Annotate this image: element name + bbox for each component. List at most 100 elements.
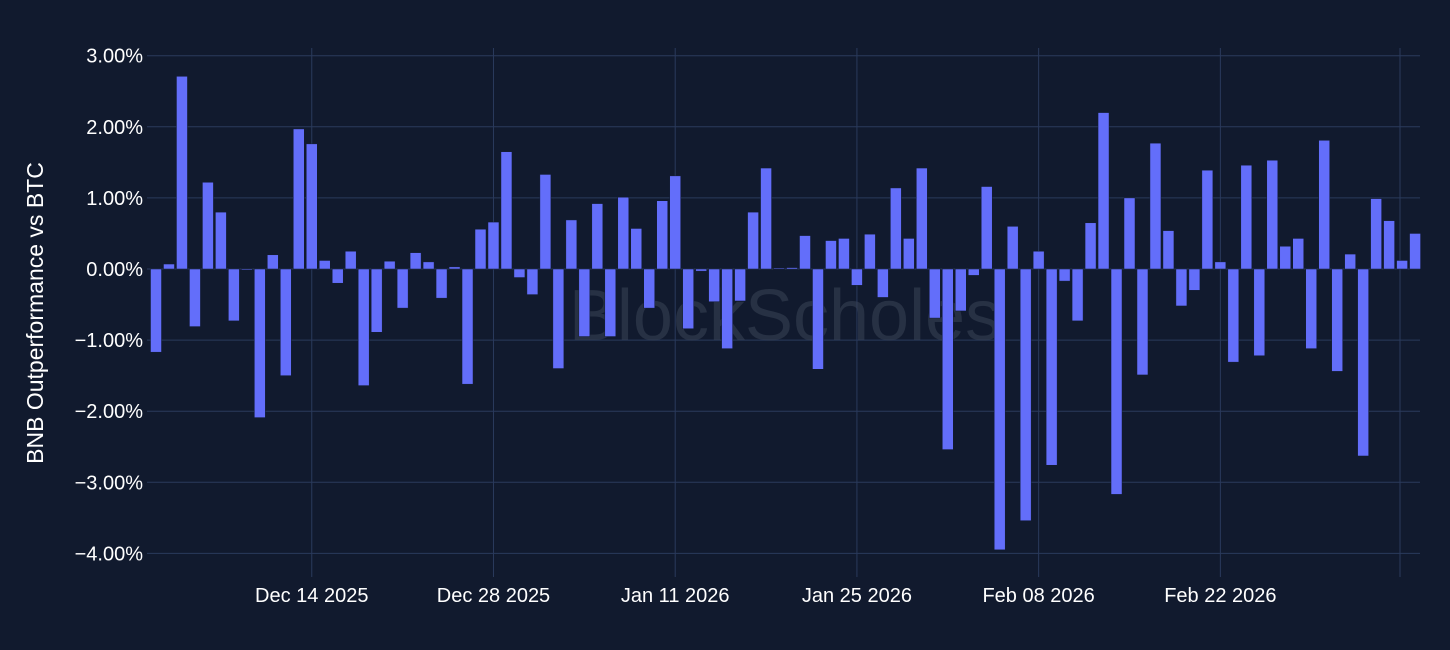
bar	[280, 268, 292, 376]
bar	[1110, 268, 1123, 495]
bar	[825, 240, 837, 270]
bar	[1045, 268, 1058, 466]
bar	[306, 143, 318, 270]
bar	[396, 268, 409, 309]
bar	[1292, 238, 1304, 270]
y-tick-label: 0.00%	[86, 259, 143, 281]
bar	[422, 261, 435, 270]
bar	[1409, 233, 1421, 270]
x-tick-label: Feb 22 2026	[1164, 585, 1276, 607]
bar	[461, 268, 474, 385]
bar	[552, 268, 565, 369]
bar	[890, 187, 902, 270]
y-tick-label: −2.00%	[75, 401, 144, 423]
bar	[1149, 142, 1162, 270]
bar	[578, 268, 591, 337]
bar	[812, 268, 824, 370]
bar	[318, 260, 331, 270]
bar	[708, 268, 720, 302]
bar	[1318, 140, 1330, 270]
bar	[1201, 169, 1214, 270]
bar	[591, 203, 604, 270]
bar	[1019, 268, 1032, 521]
bar	[1032, 250, 1045, 270]
y-axis-title: BNB Outperformance vs BTC	[22, 162, 48, 464]
bar	[500, 151, 513, 270]
y-axis-ticks: 3.00% 2.00% 1.00% 0.00% −1.00% −2.00% −3.00% −4…	[75, 46, 144, 566]
x-tick-label: Feb 08 2026	[982, 585, 1094, 607]
bar	[241, 268, 253, 271]
y-tick-label: 1.00%	[86, 188, 143, 210]
bar	[254, 268, 266, 418]
bar	[487, 221, 500, 270]
bar	[851, 268, 863, 286]
bar	[448, 266, 461, 270]
bar	[435, 268, 448, 299]
bar	[357, 268, 370, 386]
bar	[1344, 253, 1356, 270]
bar	[150, 268, 162, 353]
bar	[903, 238, 915, 270]
bar	[669, 175, 681, 270]
bar	[526, 268, 539, 295]
bar	[1058, 268, 1071, 282]
bar	[1279, 246, 1292, 270]
bar	[1357, 268, 1369, 457]
bar	[1214, 261, 1227, 270]
bar	[1071, 268, 1084, 322]
bar	[293, 128, 305, 270]
bar	[955, 268, 967, 312]
bar	[565, 219, 578, 270]
bar	[383, 260, 396, 270]
bar	[838, 238, 850, 270]
bar	[1331, 268, 1343, 372]
bar	[617, 196, 630, 270]
bar	[331, 268, 344, 284]
bar	[189, 268, 201, 327]
bar	[760, 167, 772, 270]
x-tick-label: Jan 11 2026	[621, 585, 730, 607]
bar	[176, 76, 188, 270]
bar	[1227, 268, 1240, 363]
bar	[682, 268, 694, 329]
y-tick-label: 3.00%	[86, 46, 143, 68]
bar	[202, 182, 214, 270]
bar	[630, 228, 643, 270]
y-tick-label: −4.00%	[75, 543, 144, 565]
bar	[1370, 198, 1382, 270]
bar	[344, 250, 357, 270]
bar	[228, 268, 240, 322]
bar	[1383, 220, 1395, 270]
x-tick-label: Jan 25 2026	[802, 585, 912, 607]
bar	[916, 167, 928, 270]
bar	[267, 254, 279, 270]
bar	[1162, 230, 1175, 270]
bar	[163, 263, 175, 270]
x-tick-label: Dec 28 2025	[437, 585, 550, 607]
bar	[942, 268, 954, 450]
x-axis-ticks: Dec 14 2025 Dec 28 2025 Jan 11 2026 Jan 25 …	[255, 585, 1276, 607]
bar	[877, 268, 889, 298]
y-tick-label: 2.00%	[86, 117, 143, 139]
y-tick-label: −1.00%	[75, 330, 144, 352]
bar	[474, 228, 487, 270]
bar	[1240, 164, 1253, 270]
bar	[1266, 159, 1279, 270]
bar	[695, 268, 707, 272]
bar	[1097, 112, 1110, 270]
y-tick-label: −3.00%	[75, 472, 144, 494]
bar	[721, 268, 733, 349]
bar	[786, 267, 798, 270]
bar	[1084, 222, 1097, 270]
bar	[1396, 260, 1408, 270]
bar	[799, 235, 811, 270]
bars	[150, 76, 1421, 551]
bar	[215, 211, 227, 270]
bar	[864, 233, 876, 270]
bar	[1136, 268, 1149, 376]
bar	[1253, 268, 1266, 356]
bar	[773, 268, 785, 270]
bar	[1006, 226, 1019, 270]
x-tick-label: Dec 14 2025	[255, 585, 368, 607]
